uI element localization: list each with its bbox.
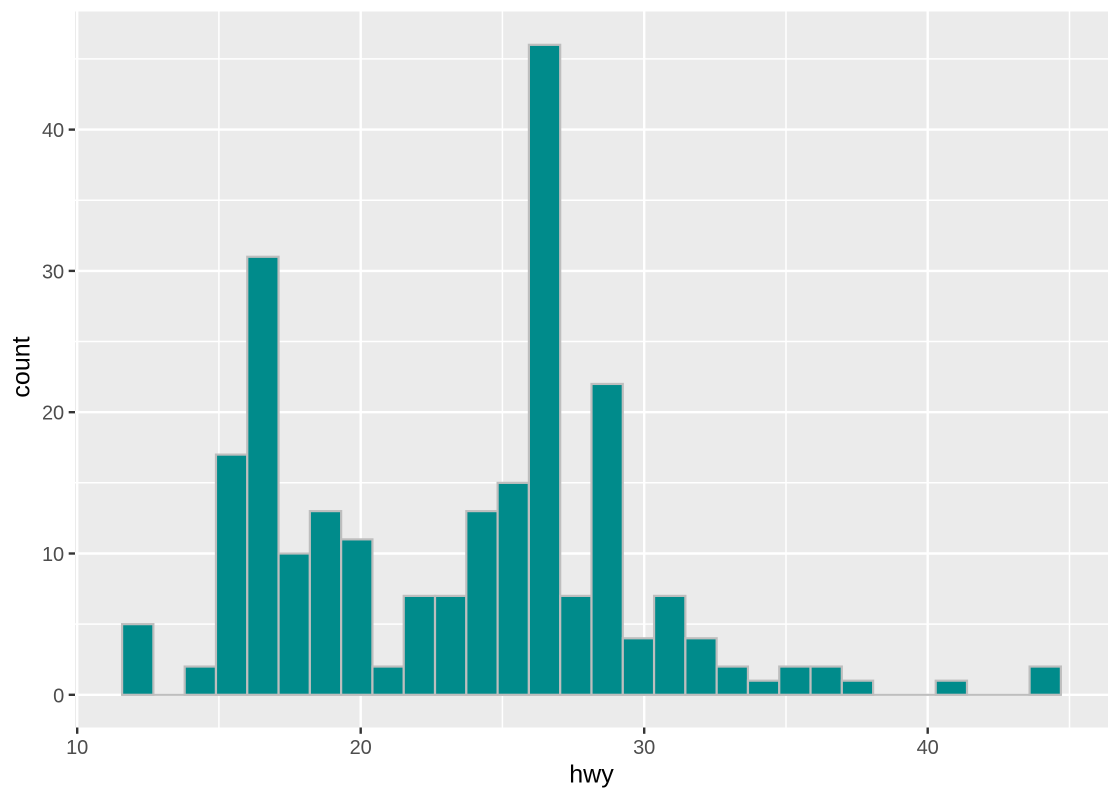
svg-text:count: count	[8, 336, 36, 397]
svg-text:10: 10	[66, 737, 88, 759]
svg-text:hwy: hwy	[569, 761, 614, 789]
svg-text:10: 10	[42, 544, 64, 566]
svg-text:40: 40	[917, 737, 939, 759]
svg-text:30: 30	[42, 261, 64, 283]
svg-text:20: 20	[350, 737, 372, 759]
svg-text:0: 0	[53, 685, 64, 707]
svg-text:20: 20	[42, 403, 64, 425]
svg-text:30: 30	[633, 737, 655, 759]
svg-text:40: 40	[42, 120, 64, 142]
